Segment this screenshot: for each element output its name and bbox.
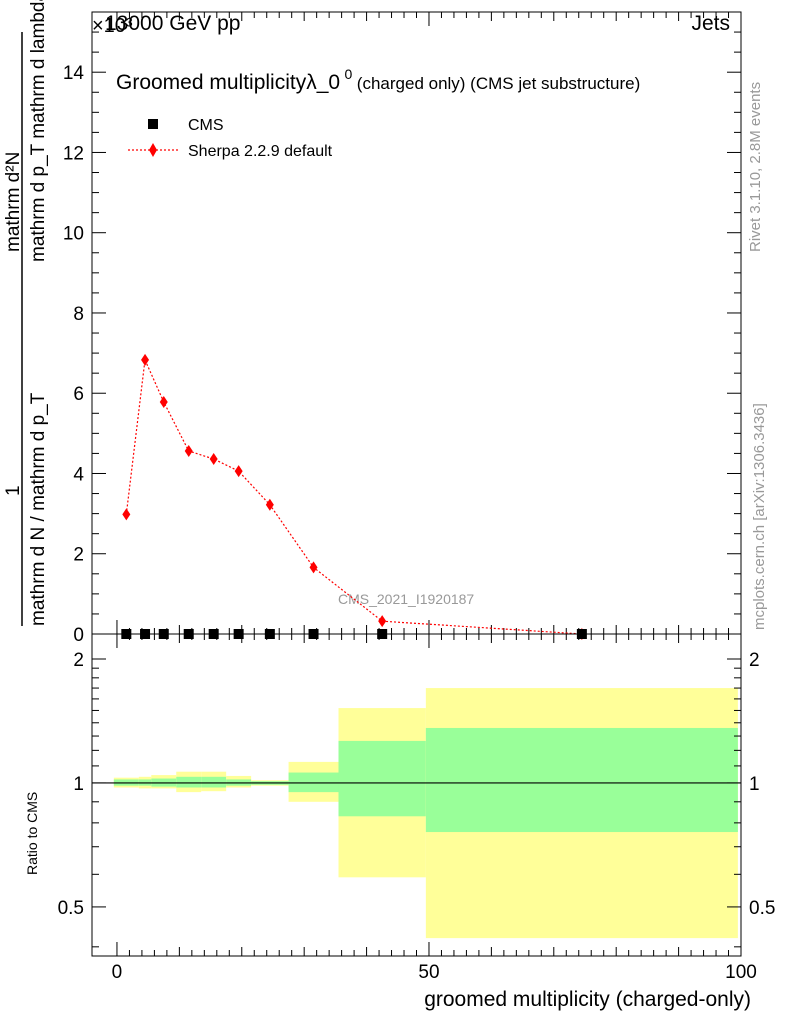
sherpa-point xyxy=(209,453,218,466)
category-label: Jets xyxy=(691,12,730,35)
ylabel-denominator-right: mathrm d N / mathrm d p_T xyxy=(28,392,49,626)
sherpa-point xyxy=(159,396,168,409)
sherpa-point xyxy=(122,508,131,521)
energy-label: 13000 GeV pp xyxy=(105,12,240,35)
ratio-xtick-label: 0 xyxy=(112,962,123,983)
ratio-ytick-label: 0.5 xyxy=(58,898,84,919)
ratio-band-inner xyxy=(176,776,202,788)
ratio-xlabel: groomed multiplicity (charged-only) xyxy=(424,988,751,1011)
ratio-axis-ticks: 0.5 0.5 1 1 2 2 0 50 100 xyxy=(58,634,775,983)
ratio-band-inner xyxy=(425,727,738,833)
ratio-band-inner xyxy=(288,772,339,793)
main-ytick-label: 4 xyxy=(73,464,84,485)
ratio-ytick-label-right: 0.5 xyxy=(749,898,775,919)
sherpa-point xyxy=(265,498,274,511)
ratio-band-inner xyxy=(201,776,227,788)
main-ytick-label: 0 xyxy=(73,625,84,646)
main-ytick-label: 6 xyxy=(73,384,84,405)
sherpa-series-points xyxy=(122,353,586,640)
sherpa-point xyxy=(141,353,150,366)
legend-sherpa-label: Sherpa 2.2.9 default xyxy=(188,143,333,160)
ratio-xtick-label: 100 xyxy=(725,962,757,983)
main-title-superscript: 0 xyxy=(345,66,353,82)
main-title-suffix: (charged only) (CMS jet substructure) xyxy=(357,74,640,93)
main-title-text: Groomed multiplicityλ_0 xyxy=(116,71,340,94)
main-axis-ticks: 0 2 4 6 8 10 12 14 xyxy=(63,12,742,646)
legend-sherpa-marker xyxy=(149,143,157,157)
main-ytick-label: 10 xyxy=(63,224,84,245)
ylabel-numerator: mathrm d²N xyxy=(3,152,24,252)
ratio-ytick-label: 2 xyxy=(73,650,84,671)
ratio-ytick-label-right: 2 xyxy=(749,650,760,671)
sherpa-point xyxy=(184,445,193,458)
sherpa-point xyxy=(378,615,387,628)
main-title: Groomed multiplicityλ_0 0 (charged only)… xyxy=(116,66,640,94)
main-ytick-label: 12 xyxy=(63,143,84,164)
rivet-label: Rivet 3.1.10, 2.8M events xyxy=(747,82,764,252)
sherpa-series-line-group xyxy=(125,357,582,635)
ylabel-numerator-right: 1 xyxy=(3,485,24,496)
legend-cms-marker xyxy=(148,119,158,129)
legend: CMS Sherpa 2.2.9 default xyxy=(128,117,333,160)
ratio-bands xyxy=(92,688,741,939)
sherpa-point xyxy=(309,561,318,574)
ylabel-denominator: mathrm d p_T mathrm d lambda xyxy=(28,0,49,262)
ratio-xtick-label: 50 xyxy=(418,962,439,983)
mcplots-label: mcplots.cern.ch [arXiv:1306.3436] xyxy=(751,403,768,630)
main-ylabel: mathrm d²N mathrm d p_T mathrm d lambda … xyxy=(3,0,49,626)
ratio-ytick-label: 1 xyxy=(73,774,84,795)
legend-cms-label: CMS xyxy=(188,117,224,134)
main-plot-frame xyxy=(91,11,742,635)
main-ytick-label: 14 xyxy=(63,63,85,84)
sherpa-point xyxy=(234,465,243,478)
analysis-label: CMS_2021_I1920187 xyxy=(338,591,474,607)
ratio-ylabel: Ratio to CMS xyxy=(24,792,40,875)
ratio-ytick-label-right: 1 xyxy=(749,774,760,795)
sherpa-series-line xyxy=(125,357,582,635)
main-ytick-label: 8 xyxy=(73,304,84,325)
main-ytick-label: 2 xyxy=(73,545,84,566)
ratio-band-inner xyxy=(338,740,426,817)
y-exponent-label: ×10³ xyxy=(92,15,133,37)
